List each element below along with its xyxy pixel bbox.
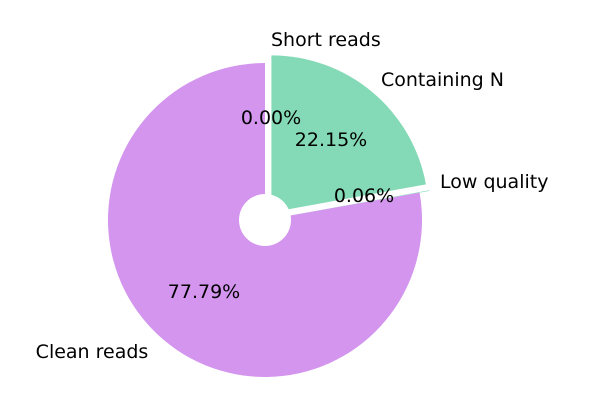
labels-layer: Short reads 0.00% Containing N 22.15% Low qu… — [36, 29, 549, 363]
slice-containing-n — [271, 55, 426, 213]
pct-label-clean-reads: 77.79% — [168, 281, 240, 303]
pct-label-containing-n: 22.15% — [295, 129, 367, 151]
donut-hole — [239, 194, 291, 246]
pct-label-low-quality: 0.06% — [334, 185, 394, 207]
slice-label-low-quality: Low quality — [440, 171, 548, 193]
slice-label-containing-n: Containing N — [381, 69, 504, 91]
slice-label-clean-reads: Clean reads — [36, 341, 149, 363]
slice-low-quality — [274, 190, 430, 219]
pct-label-short-reads: 0.00% — [241, 107, 301, 129]
slice-label-short-reads: Short reads — [271, 29, 381, 51]
